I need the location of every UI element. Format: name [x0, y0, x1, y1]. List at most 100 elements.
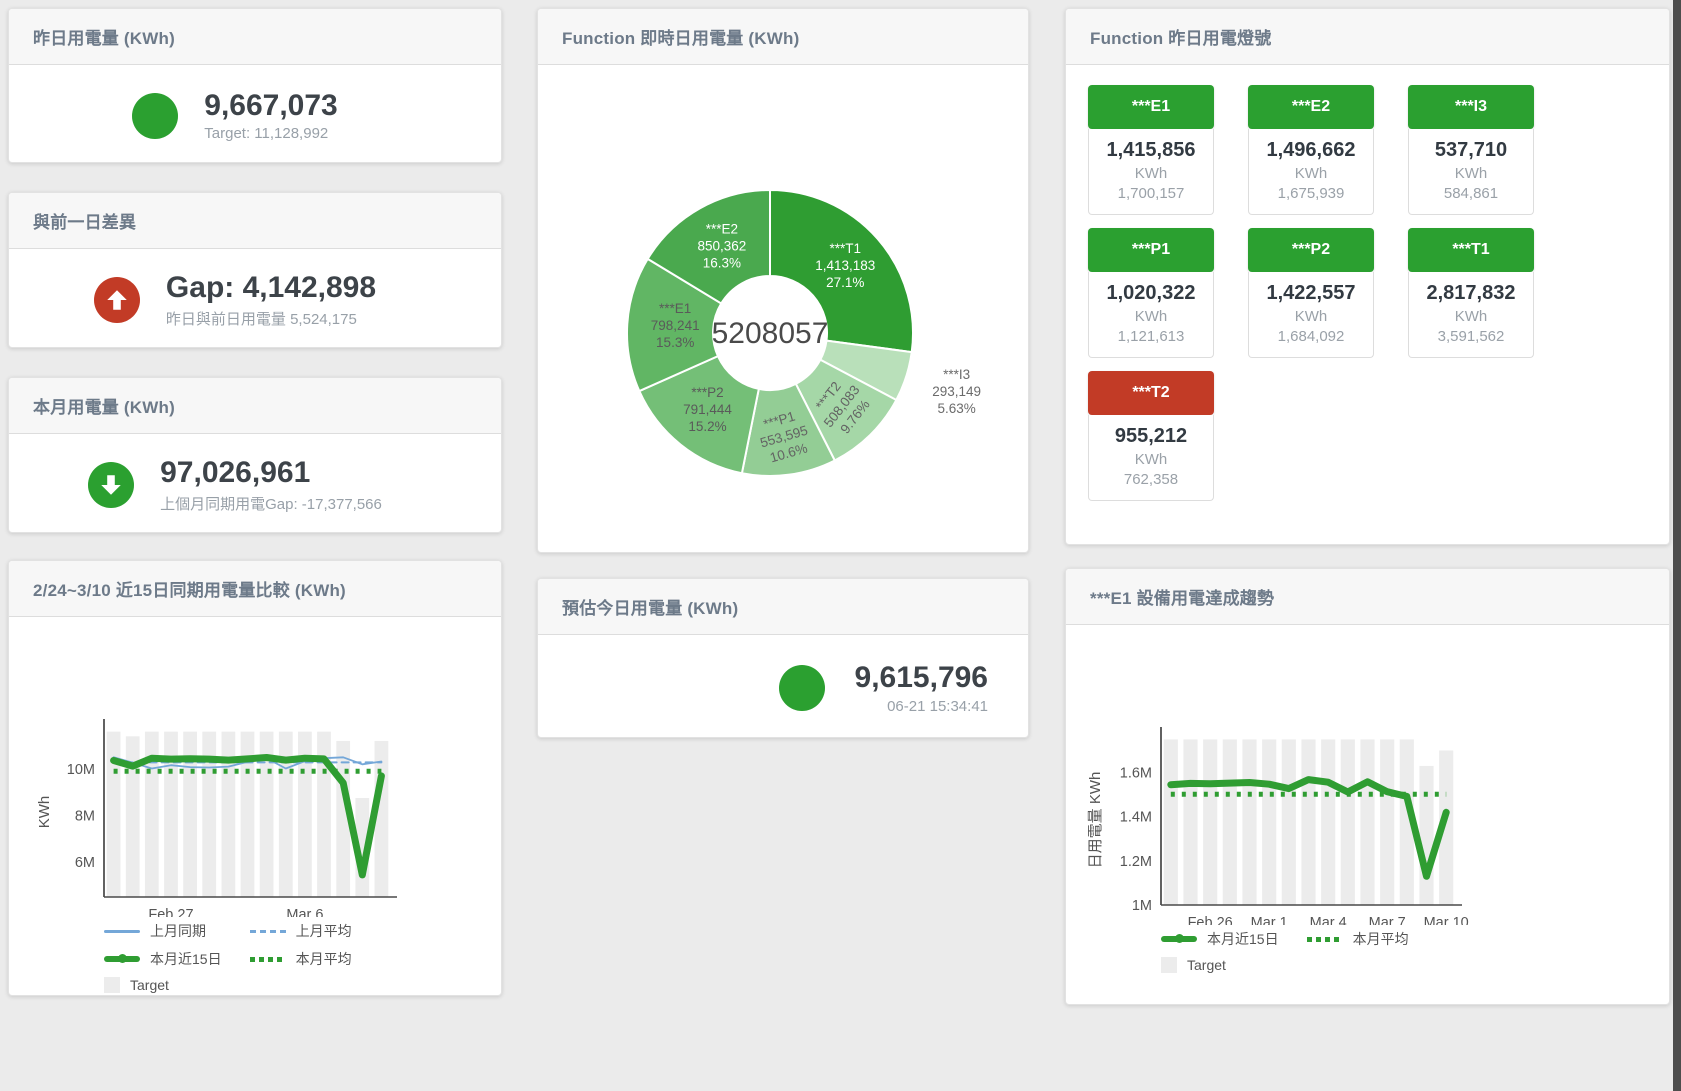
donut-slice-P2[interactable]	[637, 354, 760, 475]
tile-unit: KWh	[1134, 451, 1168, 468]
y-axis-label: KWh	[36, 796, 53, 829]
tile-unit: KWh	[1454, 308, 1488, 325]
legend-swatch-dash-icon	[249, 929, 286, 933]
panel-lamp-status: Function 昨日用電燈號 ***E1 1,415,856 KWh 1,700,1…	[1065, 8, 1670, 545]
tile-label: ***P2	[1248, 228, 1374, 272]
legend-item-dash[interactable]: 上月平均	[249, 921, 352, 941]
tile-unit: KWh	[1294, 165, 1328, 182]
up-arrow-icon	[93, 277, 140, 323]
legend-swatch-thick-icon	[104, 954, 140, 963]
donut-slice-E1[interactable]	[626, 257, 723, 393]
legend-swatch-square-icon	[104, 977, 120, 993]
lamp-tile-T1: ***T1 2,817,832 KWh 3,591,562	[1408, 228, 1534, 358]
donut-slice-label: ***P2 791,444 15.2%	[683, 385, 732, 434]
donut-slice-label: ***E1 798,241 15.3%	[651, 301, 700, 350]
e1-trend-chart[interactable]: 1M 1.2M 1.4M 1.6M Feb 26 Mar 1 Mar 4 Mar 7 Mar 1…	[1066, 625, 1566, 925]
day-gap-value: Gap: 4,142,898	[165, 271, 377, 305]
donut-slice-label: ***I3 293,149 5.63%	[932, 367, 981, 416]
tile-value: 1,415,856	[1106, 139, 1196, 161]
lamp-tile-I3: ***I3 537,710 KWh 584,861	[1408, 85, 1534, 215]
today-estimate-timestamp: 06-21 15:34:41	[887, 697, 988, 715]
stat-body: 9,667,073 Target: 11,128,992	[9, 65, 501, 162]
stat-body: 97,026,961 上個月同期用電Gap: -17,377,566	[9, 434, 501, 532]
x-tick-label: Mar 1	[1251, 915, 1288, 925]
status-circle-green-icon	[778, 665, 825, 711]
lamp-tile-P2: ***P2 1,422,557 KWh 1,684,092	[1248, 228, 1374, 358]
target-bar	[1380, 739, 1395, 905]
lamp-tile-E2: ***E2 1,496,662 KWh 1,675,939	[1248, 85, 1374, 215]
panel-title: Function 昨日用電燈號	[1066, 9, 1669, 65]
panel-title: 與前一日差異	[9, 193, 501, 249]
stat-body: Gap: 4,142,898 昨日與前日用電量 5,524,175	[9, 249, 501, 347]
y-tick-label: 10M	[67, 762, 95, 778]
tile-label: ***P1	[1088, 228, 1214, 272]
stat-body: 9,615,796 06-21 15:34:41	[538, 635, 1028, 737]
donut-slice-E2[interactable]	[646, 188, 771, 305]
legend-item-square[interactable]: Target	[1161, 957, 1279, 973]
month-usage-value: 97,026,961	[160, 456, 311, 490]
legend-label: 本月平均	[1352, 931, 1409, 947]
yesterday-usage-value: 9,667,073	[204, 88, 338, 122]
tile-value: 1,422,557	[1266, 282, 1356, 304]
target-bar	[125, 736, 140, 897]
panel-today-estimate: 預估今日用電量 (KWh) 9,615,796 06-21 15:34:41	[537, 578, 1029, 738]
tile-label: ***T2	[1088, 371, 1214, 415]
legend-label: 上月同期	[150, 923, 206, 939]
y-tick-label: 1.2M	[1120, 854, 1152, 870]
y-tick-label: 1.4M	[1120, 810, 1152, 826]
panel-yesterday-usage: 昨日用電量 (KWh) 9,667,073 Target: 11,128,992	[8, 8, 502, 163]
tile-value: 1,496,662	[1266, 139, 1356, 161]
tile-unit: KWh	[1294, 308, 1328, 325]
legend-item-line[interactable]: 上月同期	[104, 921, 222, 941]
donut-slice-label: ***E2 850,362 16.3%	[698, 222, 747, 271]
panel-title: 2/24~3/10 近15日同期用電量比較 (KWh)	[9, 561, 501, 617]
legend-swatch-dot-icon	[1306, 936, 1343, 942]
tile-target: 762,358	[1123, 471, 1179, 488]
tile-value: 2,817,832	[1426, 282, 1516, 304]
x-tick-label: Feb 27	[148, 907, 193, 917]
tile-label: ***I3	[1408, 85, 1534, 129]
panel-title: 本月用電量 (KWh)	[9, 378, 501, 434]
realtime-usage-donut-chart[interactable]: ***T1 1,413,183 27.1%***I3 293,149 5.63%***T…	[538, 65, 1028, 553]
15day-compare-legend: 上月同期 上月平均本月近15日 本月平均 Target	[104, 921, 501, 993]
tile-value: 1,020,322	[1106, 282, 1196, 304]
target-bar	[1203, 739, 1218, 905]
target-bar	[240, 731, 255, 897]
legend-label: 上月平均	[295, 923, 352, 939]
donut-slice-T1[interactable]	[769, 188, 914, 354]
15day-compare-chart[interactable]: 6M 8M 10M Feb 27 Mar 6 KWh	[9, 617, 501, 917]
target-bar	[1360, 739, 1375, 905]
legend-item-thick[interactable]: 本月近15日	[104, 949, 222, 969]
lamp-tile-P1: ***P1 1,020,322 KWh 1,121,613	[1088, 228, 1214, 358]
today-estimate-value: 9,615,796	[854, 661, 988, 695]
target-bar	[1321, 739, 1336, 905]
day-gap-subtext: 昨日與前日用電量 5,524,175	[165, 310, 357, 328]
legend-swatch-dot-icon	[249, 956, 286, 962]
tile-unit: KWh	[1454, 165, 1488, 182]
panel-title: 昨日用電量 (KWh)	[9, 9, 501, 65]
tile-label: ***E1	[1088, 85, 1214, 129]
series-thick	[1167, 776, 1450, 880]
legend-item-thick[interactable]: 本月近15日	[1161, 929, 1279, 949]
legend-label: 本月近15日	[150, 951, 222, 967]
series-thick	[110, 754, 385, 879]
tile-value: 537,710	[1434, 139, 1508, 161]
legend-item-dot[interactable]: 本月平均	[249, 949, 352, 969]
legend-item-dot[interactable]: 本月平均	[1306, 929, 1409, 949]
tile-target: 1,700,157	[1117, 185, 1185, 202]
panel-day-gap: 與前一日差異 Gap: 4,142,898 昨日與前日用電量 5,524,175	[8, 192, 502, 348]
target-bar	[317, 731, 331, 897]
yesterday-usage-target: Target: 11,128,992	[204, 125, 329, 143]
donut-center-total: 5208057	[712, 317, 829, 350]
tile-target: 1,684,092	[1277, 328, 1345, 345]
page-scrollbar[interactable]	[1673, 0, 1681, 1091]
legend-label: Target	[130, 977, 169, 993]
legend-item-square[interactable]: Target	[104, 977, 222, 993]
legend-swatch-square-icon	[1161, 957, 1177, 973]
panel-title: Function 即時日用電量 (KWh)	[538, 9, 1028, 65]
y-tick-label: 6M	[75, 855, 95, 871]
down-arrow-icon	[88, 462, 135, 508]
y-axis-label: 日用電量 KWh	[1087, 772, 1104, 869]
tile-label: ***E2	[1248, 85, 1374, 129]
donut-slice-label: ***T1 1,413,183 27.1%	[815, 241, 875, 290]
